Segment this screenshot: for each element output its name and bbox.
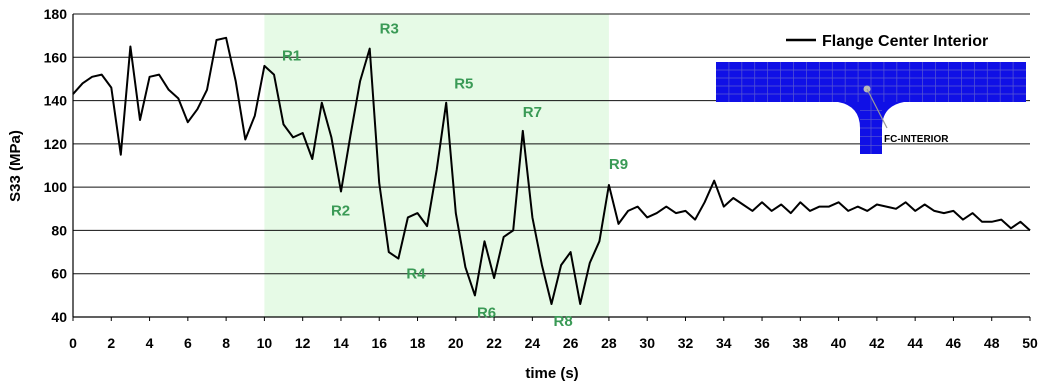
annotation-label: R5 bbox=[454, 76, 473, 93]
x-tick-labels: 0 2 4 6 8 10 12 14 16 18 20 22 24 26 28 30 32 34 36 38 40 42 4… bbox=[69, 335, 1038, 351]
inset-mesh-diagram: FC-INTERIOR bbox=[716, 62, 1026, 154]
x-tick-label: 26 bbox=[563, 335, 579, 351]
annotation-label: R7 bbox=[523, 104, 542, 121]
x-tick-label: 38 bbox=[793, 335, 809, 351]
series-layer bbox=[72, 36, 1031, 305]
x-tick-label: 50 bbox=[1022, 335, 1038, 351]
annotation-label: R3 bbox=[380, 21, 399, 38]
x-tick-label: 42 bbox=[869, 335, 885, 351]
y-tick-label: 60 bbox=[51, 266, 67, 282]
x-tick-label: 48 bbox=[984, 335, 1000, 351]
y-tick-label: 140 bbox=[44, 93, 68, 109]
legend: Flange Center Interior bbox=[786, 33, 988, 50]
annotation-label: R4 bbox=[406, 266, 426, 283]
x-tick-label: 2 bbox=[107, 335, 115, 351]
x-tick-label: 34 bbox=[716, 335, 732, 351]
x-tick-label: 0 bbox=[69, 335, 77, 351]
x-tick-label: 40 bbox=[831, 335, 847, 351]
axes bbox=[72, 14, 1031, 321]
x-tick-label: 44 bbox=[907, 335, 923, 351]
y-tick-label: 100 bbox=[44, 179, 68, 195]
y-tick-label: 40 bbox=[51, 309, 67, 325]
y-tick-label: 120 bbox=[44, 136, 68, 152]
annotation-label: R8 bbox=[554, 313, 573, 330]
x-tick-label: 46 bbox=[946, 335, 962, 351]
x-tick-label: 4 bbox=[146, 335, 154, 351]
x-axis-title: time (s) bbox=[525, 365, 578, 382]
annotations: R1 R2 R3 R4 R5 R6 R7 R8 R9 bbox=[282, 21, 628, 330]
x-tick-label: 12 bbox=[295, 335, 311, 351]
x-tick-label: 36 bbox=[754, 335, 770, 351]
inset-leader-line bbox=[866, 88, 888, 129]
x-tick-label: 6 bbox=[184, 335, 192, 351]
inset-label: FC-INTERIOR bbox=[884, 134, 949, 145]
annotation-label: R1 bbox=[282, 48, 301, 65]
x-tick-label: 20 bbox=[448, 335, 464, 351]
x-tick-label: 24 bbox=[525, 335, 541, 351]
x-tick-label: 32 bbox=[678, 335, 694, 351]
y-tick-label: 80 bbox=[51, 222, 67, 238]
annotation-label: R6 bbox=[477, 304, 496, 321]
series-line bbox=[72, 36, 1031, 305]
y-axis-title: S33 (MPa) bbox=[7, 130, 24, 202]
x-tick-label: 16 bbox=[371, 335, 387, 351]
y-tick-label: 160 bbox=[44, 49, 68, 65]
legend-label: Flange Center Interior bbox=[822, 33, 988, 50]
x-tick-label: 10 bbox=[257, 335, 273, 351]
x-tick-label: 14 bbox=[333, 335, 349, 351]
annotation-label: R2 bbox=[331, 202, 350, 219]
x-tick-label: 28 bbox=[601, 335, 617, 351]
flange-mesh bbox=[716, 62, 1026, 154]
x-tick-label: 22 bbox=[486, 335, 502, 351]
y-tick-label: 180 bbox=[44, 6, 68, 22]
x-tick-label: 18 bbox=[410, 335, 426, 351]
x-tick-label: 30 bbox=[639, 335, 655, 351]
annotation-label: R9 bbox=[609, 156, 628, 173]
x-tick-label: 8 bbox=[222, 335, 230, 351]
y-tick-labels: 40 60 80 100 120 140 160 180 bbox=[44, 6, 68, 325]
